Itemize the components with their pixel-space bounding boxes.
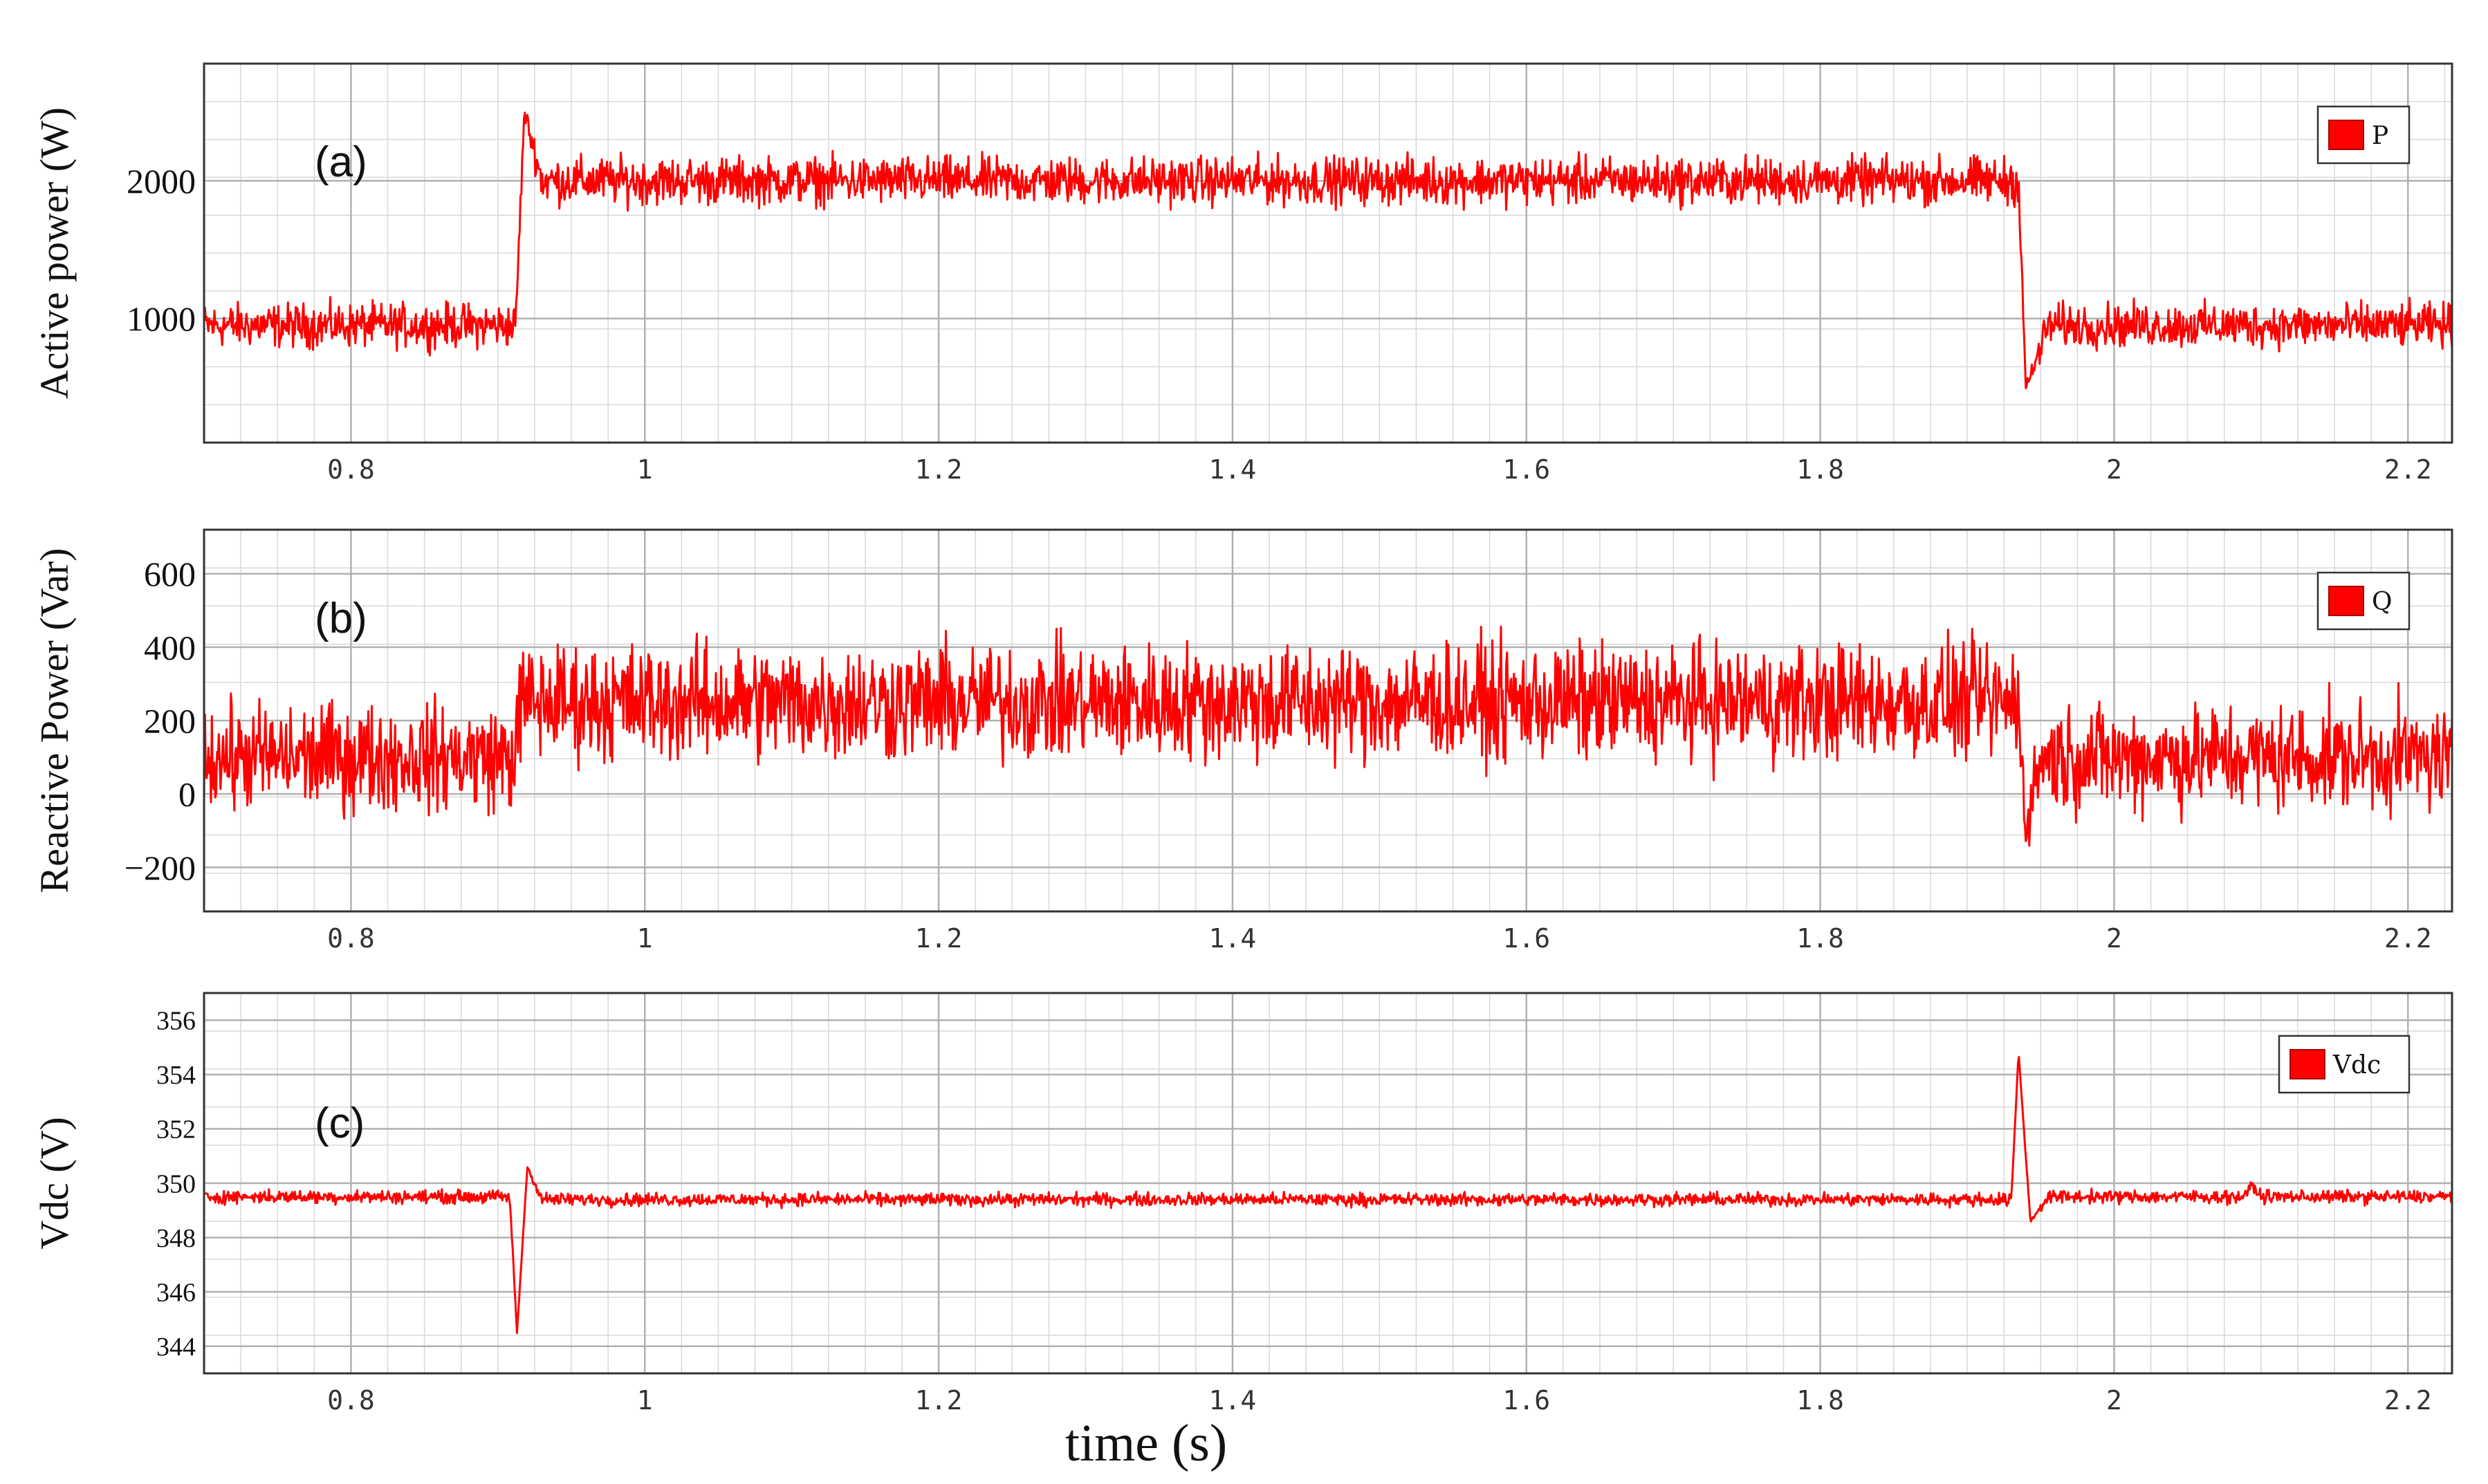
panel-3: 0.8 1 1.2 1.4 1.6 1.8 2 2.2 344 346 348 350 352 354 35…	[32, 992, 2453, 1416]
legend-swatch	[2328, 120, 2364, 150]
x-tick-label: 1.6	[1502, 923, 1550, 954]
legend-swatch	[2328, 586, 2364, 616]
y-tick-label: 2000	[127, 162, 196, 201]
y-tick-label: 346	[156, 1278, 196, 1307]
x-tick-label: 1	[637, 1385, 653, 1416]
x-axis-label: time (s)	[1065, 1414, 1227, 1472]
y-axis-label: Vdc (V)	[32, 1117, 77, 1250]
y-tick-label: 0	[178, 775, 196, 814]
x-tick-label: 1.6	[1502, 454, 1550, 485]
plot-frame	[203, 62, 2453, 444]
legend: Q	[2316, 571, 2411, 631]
y-tick-label: 348	[156, 1224, 196, 1253]
y-tick-label: −200	[125, 848, 196, 887]
x-tick-label: 2	[2106, 1385, 2122, 1416]
y-tick-label: 1000	[127, 299, 196, 338]
x-tick-label: 1.2	[915, 923, 963, 954]
legend: P	[2316, 105, 2411, 165]
y-tick-label: 600	[144, 555, 196, 593]
x-tick-label: 1.4	[1209, 923, 1257, 954]
x-tick-label: 1.6	[1502, 1385, 1550, 1416]
y-tick-label: 200	[144, 702, 196, 741]
x-tick-label: 1	[637, 454, 653, 485]
x-tick-label: 2.2	[2384, 923, 2432, 954]
legend: Vdc	[2278, 1035, 2411, 1094]
x-tick-label: 1.8	[1796, 454, 1844, 485]
x-tick-label: 0.8	[327, 1385, 375, 1416]
x-tick-label: 0.8	[327, 454, 375, 485]
series-vdc-line	[203, 1056, 2453, 1335]
series-p-line	[203, 111, 2453, 389]
panel-label: (a)	[315, 138, 367, 186]
x-tick-label: 1.4	[1209, 454, 1257, 485]
panel-label: (b)	[315, 595, 367, 642]
x-tick-label: 2.2	[2384, 454, 2432, 485]
x-tick-label: 2.2	[2384, 1385, 2432, 1416]
y-axis-label: Reactive Power (Var)	[32, 548, 77, 893]
x-tick-label: 1.8	[1796, 1385, 1844, 1416]
x-tick-label: 1	[637, 923, 653, 954]
panel-label: (c)	[315, 1100, 365, 1147]
plot-frame	[203, 992, 2453, 1375]
grid	[203, 993, 2452, 1373]
y-tick-label: 350	[156, 1169, 196, 1198]
x-tick-label: 1.8	[1796, 923, 1844, 954]
legend-label: Q	[2372, 588, 2393, 616]
y-axis-label: Active power (W)	[32, 107, 77, 399]
panel-2: 0.8 1 1.2 1.4 1.6 1.8 2 2.2 −200 0 200 400 600 Reacti…	[32, 528, 2453, 954]
y-tick-label: 344	[156, 1333, 196, 1362]
legend-swatch	[2289, 1049, 2325, 1079]
y-tick-label: 354	[156, 1061, 196, 1090]
legend-label: P	[2372, 122, 2388, 150]
x-tick-label: 1.2	[915, 454, 963, 485]
x-tick-label: 0.8	[327, 923, 375, 954]
y-tick-label: 400	[144, 628, 196, 667]
y-tick-label: 356	[156, 1007, 196, 1036]
x-tick-label: 2	[2106, 923, 2122, 954]
panel-1: 0.8 1 1.2 1.4 1.6 1.8 2 2.2 1000 2000 Active power…	[32, 62, 2453, 485]
series-q-line	[203, 625, 2453, 847]
x-tick-label: 1.4	[1209, 1385, 1257, 1416]
legend-label: Vdc	[2332, 1051, 2381, 1079]
x-tick-label: 1.2	[915, 1385, 963, 1416]
x-tick-label: 2	[2106, 454, 2122, 485]
y-tick-label: 352	[156, 1115, 196, 1144]
plot-frame	[203, 528, 2453, 913]
